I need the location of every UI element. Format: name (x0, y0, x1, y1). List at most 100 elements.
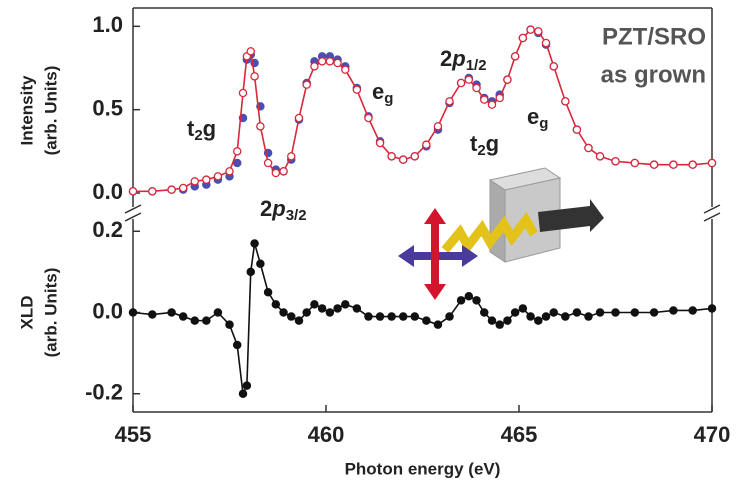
data-point (232, 158, 242, 168)
annotation: t2g (187, 116, 216, 144)
data-point (611, 157, 620, 166)
data-point (480, 95, 489, 104)
axis-break (703, 204, 721, 214)
axis-break (124, 212, 142, 222)
y-tick-label: 0.0 (92, 179, 123, 204)
data-point (238, 389, 248, 398)
data-point (456, 78, 466, 88)
data-point (271, 300, 281, 309)
polarization-illustration (398, 167, 604, 300)
data-point (279, 308, 288, 317)
arrow-head (424, 284, 446, 300)
data-point (688, 306, 697, 315)
data-point (246, 267, 255, 277)
data-point (190, 177, 200, 186)
data-point (510, 308, 520, 317)
plot (128, 239, 717, 398)
data-point (213, 308, 223, 317)
data-point (190, 316, 200, 325)
data-point (595, 308, 605, 317)
data-point (287, 152, 296, 161)
data-point (630, 158, 640, 168)
x-tick-label: 455 (115, 422, 152, 447)
data-point (279, 167, 288, 176)
annotation: eg (372, 79, 393, 107)
data-point (422, 316, 431, 325)
data-point (526, 312, 535, 321)
annotation-part: p (271, 196, 285, 221)
data-point (518, 304, 528, 313)
x-tick-label: 465 (501, 422, 538, 447)
data-point (202, 175, 211, 184)
data-point (472, 83, 481, 93)
data-point (325, 57, 335, 66)
data-point (503, 316, 512, 325)
beam (441, 211, 538, 255)
y-tick-label: 0.2 (92, 217, 123, 242)
data-point (510, 52, 520, 61)
data-point (649, 308, 659, 317)
annotation-part: 2 (194, 127, 202, 144)
axis-break (703, 212, 721, 222)
data-point (250, 239, 259, 248)
data-point (333, 58, 342, 68)
out-arrow (538, 199, 604, 232)
data-point (310, 62, 319, 71)
x-tick-label: 460 (308, 422, 345, 447)
data-point (256, 259, 265, 269)
y-tick-label: -0.2 (85, 380, 123, 405)
annotation-part: g (384, 90, 393, 107)
data-point (561, 312, 570, 321)
data-point (595, 152, 605, 161)
axis-break (124, 204, 142, 214)
arrow-head (398, 245, 414, 267)
sample-label: as grown (601, 61, 706, 88)
data-point (572, 308, 582, 317)
y-axis-label: (arb. Units) (41, 66, 60, 156)
data-point (410, 152, 420, 161)
x-axis-label: Photon energy (eV) (345, 459, 501, 478)
data-point (167, 308, 176, 317)
data-point (584, 312, 593, 321)
data-point (213, 172, 223, 181)
data-point (364, 312, 373, 321)
data-point (387, 152, 396, 161)
data-point (480, 308, 489, 317)
annotation-part: g (539, 115, 548, 132)
data-point (387, 312, 396, 321)
x-tick-label: 470 (694, 422, 731, 447)
data-point (225, 320, 234, 329)
data-point (487, 100, 497, 109)
data-point (341, 300, 350, 309)
annotation-part: 2 (440, 46, 452, 71)
annotation: 2p3/2 (260, 196, 307, 224)
data-point (232, 147, 242, 156)
data-point (398, 312, 408, 321)
y-axis-label: XLD (17, 296, 36, 330)
data-point (148, 310, 157, 319)
data-point (302, 308, 311, 317)
data-point (310, 300, 319, 309)
data-point (178, 312, 188, 321)
data-point (445, 312, 454, 321)
data-point (302, 80, 311, 89)
data-point (707, 158, 717, 168)
data-point (398, 155, 408, 164)
data-point (630, 308, 640, 317)
data-point (495, 93, 504, 103)
data-point (688, 160, 697, 169)
data-point (232, 340, 242, 350)
data-point (167, 185, 176, 194)
annotation-part: 2 (260, 196, 272, 221)
data-point (287, 312, 296, 321)
data-point (433, 122, 443, 131)
y-tick-label: 1.0 (92, 12, 123, 37)
data-point (669, 160, 678, 169)
data-point (541, 38, 551, 48)
y-axis-label: (arb. Units) (41, 268, 60, 358)
data-point (271, 168, 281, 178)
data-point (341, 65, 350, 74)
data-point (375, 138, 385, 148)
data-point (225, 167, 234, 176)
sample-label: PZT/SRO (602, 23, 706, 50)
